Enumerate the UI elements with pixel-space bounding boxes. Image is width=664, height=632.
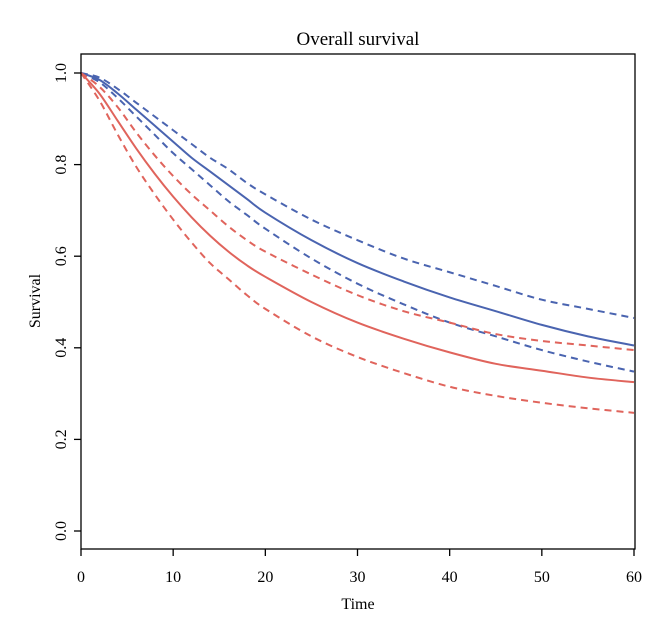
red-bound-line-5 xyxy=(80,72,635,414)
y-tick-label: 0.2 xyxy=(53,429,70,449)
y-tick-label: 0.4 xyxy=(53,338,70,358)
x-tick-label: 20 xyxy=(257,569,273,586)
blue-estimate-line-0 xyxy=(80,72,635,347)
chart-title: Overall survival xyxy=(297,29,420,50)
blue-bound-line-1 xyxy=(80,72,635,320)
x-axis: 0 10 20 30 40 50 60 xyxy=(77,549,642,586)
y-tick-label: 0.6 xyxy=(53,246,70,266)
x-tick-label: 40 xyxy=(442,569,458,586)
y-axis-title: Survival xyxy=(27,273,44,328)
y-tick-label: 0.8 xyxy=(53,155,70,175)
x-tick-label: 50 xyxy=(534,569,550,586)
y-tick-label: 1.0 xyxy=(53,63,70,83)
red-estimate-line-3 xyxy=(80,72,635,384)
x-axis-title: Time xyxy=(341,596,374,613)
x-tick-label: 30 xyxy=(350,569,366,586)
series-layer xyxy=(80,72,635,414)
x-tick-label: 60 xyxy=(626,569,642,586)
x-tick-label: 0 xyxy=(77,569,85,586)
blue-bound-line-2 xyxy=(80,72,635,373)
x-tick-label: 10 xyxy=(165,569,181,586)
y-tick-label: 0.0 xyxy=(53,521,70,541)
red-bound-line-4 xyxy=(80,72,635,352)
y-axis: 0.0 0.2 0.4 0.6 0.8 1.0 xyxy=(53,63,81,541)
